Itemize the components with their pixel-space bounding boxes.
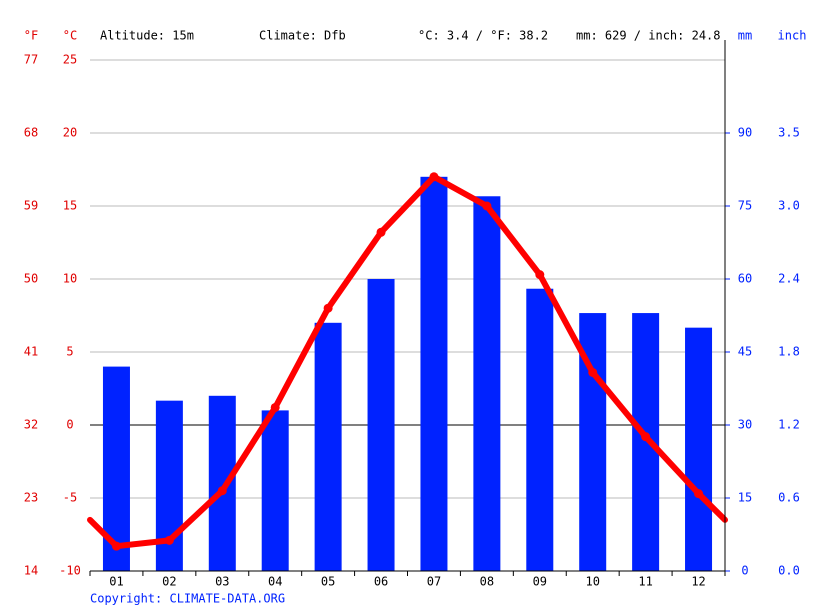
temp-point	[482, 201, 492, 211]
y-tick-label: -10	[59, 564, 81, 578]
yf-tick-label: 50	[24, 272, 38, 286]
precip-bar	[155, 400, 183, 571]
precip-bar	[208, 395, 236, 571]
temp-point	[217, 486, 227, 496]
x-tick-label: 07	[427, 575, 441, 589]
y2-tick-label: 75	[738, 199, 752, 213]
x-tick-label: 01	[109, 575, 123, 589]
temp-point	[694, 489, 704, 499]
temp-point	[641, 432, 651, 442]
f-unit: °F	[24, 29, 38, 43]
y2-tick-label: 0	[741, 564, 748, 578]
precip-bar	[685, 327, 713, 571]
precip-bar	[526, 288, 554, 571]
temp-edge	[87, 516, 120, 550]
precip-bar	[473, 196, 501, 571]
y-tick-label: 20	[63, 126, 77, 140]
x-tick-label: 09	[533, 575, 547, 589]
altitude: Altitude: 15m	[100, 29, 194, 43]
temp-point	[588, 367, 598, 377]
precip-summary: mm: 629 / inch: 24.8	[576, 29, 721, 43]
precip-bar	[314, 322, 342, 571]
y2-inch-tick-label: 0.0	[778, 564, 800, 578]
x-tick-label: 06	[374, 575, 388, 589]
temp-edge	[695, 490, 728, 523]
temp-point	[535, 270, 545, 280]
yf-tick-label: 68	[24, 126, 38, 140]
c-unit: °C	[63, 29, 77, 43]
precip-bar	[632, 313, 660, 571]
y2-tick-label: 45	[738, 345, 752, 359]
y-tick-label: 10	[63, 272, 77, 286]
x-tick-label: 04	[268, 575, 282, 589]
y2-inch-tick-label: 0.6	[778, 491, 800, 505]
yf-tick-label: 77	[24, 53, 38, 67]
y2-tick-label: 90	[738, 126, 752, 140]
yf-tick-label: 23	[24, 491, 38, 505]
temp-point	[164, 535, 174, 545]
precip-bar	[367, 279, 395, 571]
x-tick-label: 12	[691, 575, 705, 589]
y-tick-label: 25	[63, 53, 77, 67]
temp-point	[429, 172, 439, 182]
y-tick-label: 0	[66, 418, 73, 432]
temp-point	[376, 227, 386, 237]
inch-unit: inch	[778, 29, 807, 43]
y2-inch-tick-label: 1.2	[778, 418, 800, 432]
y2-tick-label: 15	[738, 491, 752, 505]
y2-inch-tick-label: 3.0	[778, 199, 800, 213]
x-tick-label: 10	[585, 575, 599, 589]
x-tick-label: 03	[215, 575, 229, 589]
copyright: Copyright: CLIMATE-DATA.ORG	[90, 592, 285, 606]
precip-bar	[261, 410, 289, 571]
yf-tick-label: 59	[24, 199, 38, 213]
x-tick-label: 11	[638, 575, 652, 589]
temp-point	[111, 541, 121, 551]
temp-point	[323, 303, 333, 313]
y2-tick-label: 30	[738, 418, 752, 432]
y2-tick-label: 60	[738, 272, 752, 286]
climate: Climate: Dfb	[259, 29, 346, 43]
yf-tick-label: 32	[24, 418, 38, 432]
y2-inch-tick-label: 2.4	[778, 272, 800, 286]
yf-tick-label: 14	[24, 564, 38, 578]
y-tick-label: 5	[66, 345, 73, 359]
y2-inch-tick-label: 1.8	[778, 345, 800, 359]
y2-inch-tick-label: 3.5	[778, 126, 800, 140]
y-tick-label: 15	[63, 199, 77, 213]
temp-point	[270, 402, 280, 412]
mm-unit: mm	[738, 29, 752, 43]
x-tick-label: 05	[321, 575, 335, 589]
yf-tick-label: 41	[24, 345, 38, 359]
x-tick-label: 02	[162, 575, 176, 589]
temp-summary: °C: 3.4 / °F: 38.2	[418, 29, 548, 43]
y-tick-label: -5	[63, 491, 77, 505]
precip-bar	[420, 176, 448, 572]
temp-line	[113, 173, 702, 550]
x-tick-label: 08	[480, 575, 494, 589]
